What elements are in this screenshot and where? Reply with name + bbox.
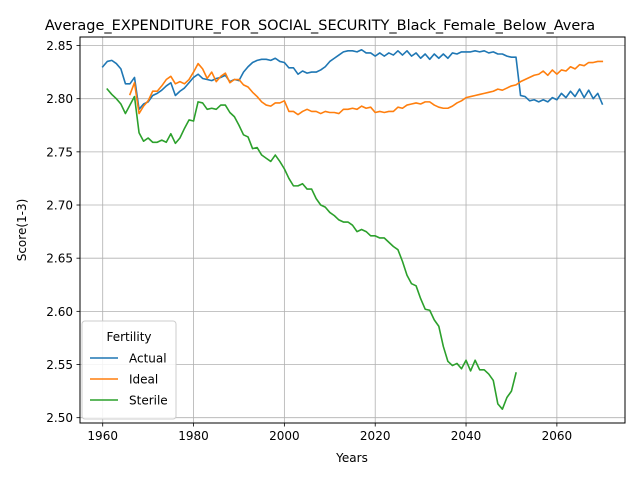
- legend-label-actual: Actual: [129, 352, 167, 366]
- x-tick-label: 2060: [542, 429, 573, 443]
- y-tick-label: 2.70: [46, 199, 73, 213]
- y-tick-label: 2.55: [46, 358, 73, 372]
- series-line-ideal: [128, 60, 604, 116]
- x-tick-label: 1960: [87, 429, 118, 443]
- y-tick-label: 2.85: [46, 39, 73, 53]
- y-tick-label: 2.75: [46, 145, 73, 159]
- x-tick-label: 2040: [451, 429, 482, 443]
- x-tick-label: 2020: [360, 429, 391, 443]
- legend-label-sterile: Sterile: [129, 394, 168, 408]
- plot-area-frame: [79, 36, 626, 424]
- chart-title: Average_EXPENDITURE_FOR_SOCIAL_SECURITY_…: [45, 18, 595, 34]
- y-tick-label: 2.60: [46, 305, 73, 319]
- y-tick-label: 2.65: [46, 252, 73, 266]
- grid-lines: [80, 37, 625, 423]
- legend-items: Actual Ideal Sterile: [90, 352, 168, 408]
- x-tick-label: 1980: [178, 429, 209, 443]
- legend-label-ideal: Ideal: [129, 373, 158, 387]
- y-axis-label: Score(1-3): [15, 199, 29, 262]
- legend-box: [81, 320, 177, 420]
- legend-title: Fertility: [106, 330, 151, 344]
- series-line-sterile: [106, 87, 517, 410]
- y-tick-label: 2.50: [46, 411, 73, 425]
- x-axis-ticks: 1960 1980 2000 2020 2040 2060: [87, 423, 572, 443]
- series-line-actual: [101, 48, 604, 111]
- series-lines: [101, 48, 604, 410]
- legend: Fertility Actual Ideal Sterile: [81, 320, 177, 420]
- y-axis-ticks: 2.50 2.55 2.60 2.65 2.70 2.75 2.80 2.85: [46, 39, 80, 425]
- x-axis-label: Years: [335, 451, 368, 465]
- x-tick-label: 2000: [269, 429, 300, 443]
- y-tick-label: 2.80: [46, 92, 73, 106]
